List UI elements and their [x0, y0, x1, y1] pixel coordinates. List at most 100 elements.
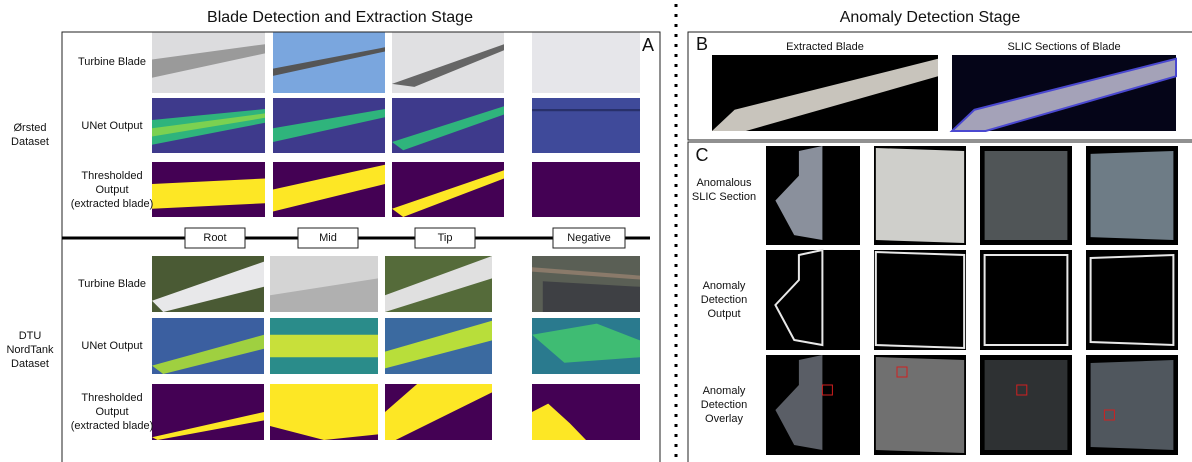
shape [875, 357, 965, 453]
image [532, 162, 640, 217]
image [532, 98, 640, 153]
image [980, 355, 1072, 455]
label: Anomaly [703, 280, 746, 292]
label: Output [707, 308, 740, 320]
label: UNet Output [81, 340, 142, 352]
anomaly-box [896, 366, 908, 378]
shape [774, 248, 824, 347]
label: Thresholded [81, 170, 142, 182]
shape [273, 109, 385, 142]
column-label: Negative [567, 232, 610, 244]
label: DTU [19, 330, 42, 342]
label: Turbine Blade [78, 56, 146, 68]
shape [532, 323, 640, 363]
image [980, 250, 1072, 350]
label: Anomaly [703, 385, 746, 397]
image-bg [766, 250, 860, 350]
label: Dataset [11, 358, 49, 370]
shape [270, 278, 378, 312]
image [766, 146, 860, 245]
image [392, 32, 504, 93]
shape [152, 178, 265, 209]
image [152, 256, 264, 312]
column-label: Root [203, 232, 226, 244]
anomaly-box [1016, 384, 1028, 396]
image-bg [532, 162, 640, 217]
shape [542, 281, 640, 312]
image [392, 98, 504, 153]
shape [385, 384, 492, 440]
image [385, 384, 492, 440]
column-box [297, 227, 359, 249]
shape [152, 44, 265, 78]
shape [532, 403, 586, 440]
shape [273, 47, 385, 76]
image [152, 318, 264, 374]
image [874, 250, 966, 350]
image [532, 384, 640, 440]
caption: Extracted Blade [786, 41, 864, 53]
image [270, 384, 378, 440]
image-bg [1086, 250, 1178, 350]
image [980, 146, 1072, 245]
label: SLIC Section [692, 191, 756, 203]
shape [392, 106, 504, 151]
shape [270, 384, 378, 440]
label: Thresholded [81, 392, 142, 404]
anomaly-box [821, 384, 833, 396]
image-bg [152, 384, 264, 440]
image [1086, 250, 1178, 350]
shape [874, 250, 966, 350]
image-layer [152, 32, 1178, 455]
label: Ørsted [13, 122, 46, 134]
shape [1090, 150, 1174, 241]
shape [775, 146, 823, 241]
label: Dataset [11, 136, 49, 148]
image [152, 162, 265, 217]
label: UNet Output [81, 120, 142, 132]
image [273, 98, 385, 153]
panel-b-frame [687, 31, 1192, 141]
image [1086, 355, 1178, 455]
column-box [184, 227, 246, 249]
panel-a-title: Blade Detection and Extraction Stage [207, 9, 473, 26]
image [385, 256, 492, 312]
image [273, 32, 385, 93]
shape [984, 360, 1068, 450]
image [874, 355, 966, 455]
right-title: Anomaly Detection Stage [840, 9, 1021, 26]
label: Detection [701, 294, 747, 306]
panel-letter: A [642, 35, 654, 55]
column-label: Mid [319, 232, 337, 244]
image-bg [532, 98, 640, 153]
image [270, 256, 378, 312]
label: Turbine Blade [78, 278, 146, 290]
shape [775, 355, 823, 450]
image-bg [532, 32, 640, 93]
shape [532, 109, 640, 112]
panel-letter: B [696, 34, 708, 54]
image [392, 162, 504, 217]
image [532, 256, 640, 312]
image [532, 318, 640, 374]
label: Detection [701, 399, 747, 411]
caption: SLIC Sections of Blade [1007, 41, 1120, 53]
image [152, 98, 265, 153]
panel-a-frame [61, 31, 661, 462]
label: (extracted blade) [71, 420, 154, 432]
anomaly-box [1103, 409, 1115, 421]
image [270, 318, 378, 374]
column-box [552, 227, 626, 249]
shape [152, 412, 264, 440]
image [766, 248, 860, 350]
shape [385, 320, 492, 369]
image [385, 318, 492, 374]
image [532, 32, 640, 93]
label: Overlay [705, 413, 743, 425]
shape [152, 334, 264, 374]
image [1086, 146, 1178, 245]
label-layer: Turbine Blade UNet Output Thresholded Outpu… [6, 56, 756, 432]
shape [385, 256, 492, 312]
shape [152, 113, 265, 137]
